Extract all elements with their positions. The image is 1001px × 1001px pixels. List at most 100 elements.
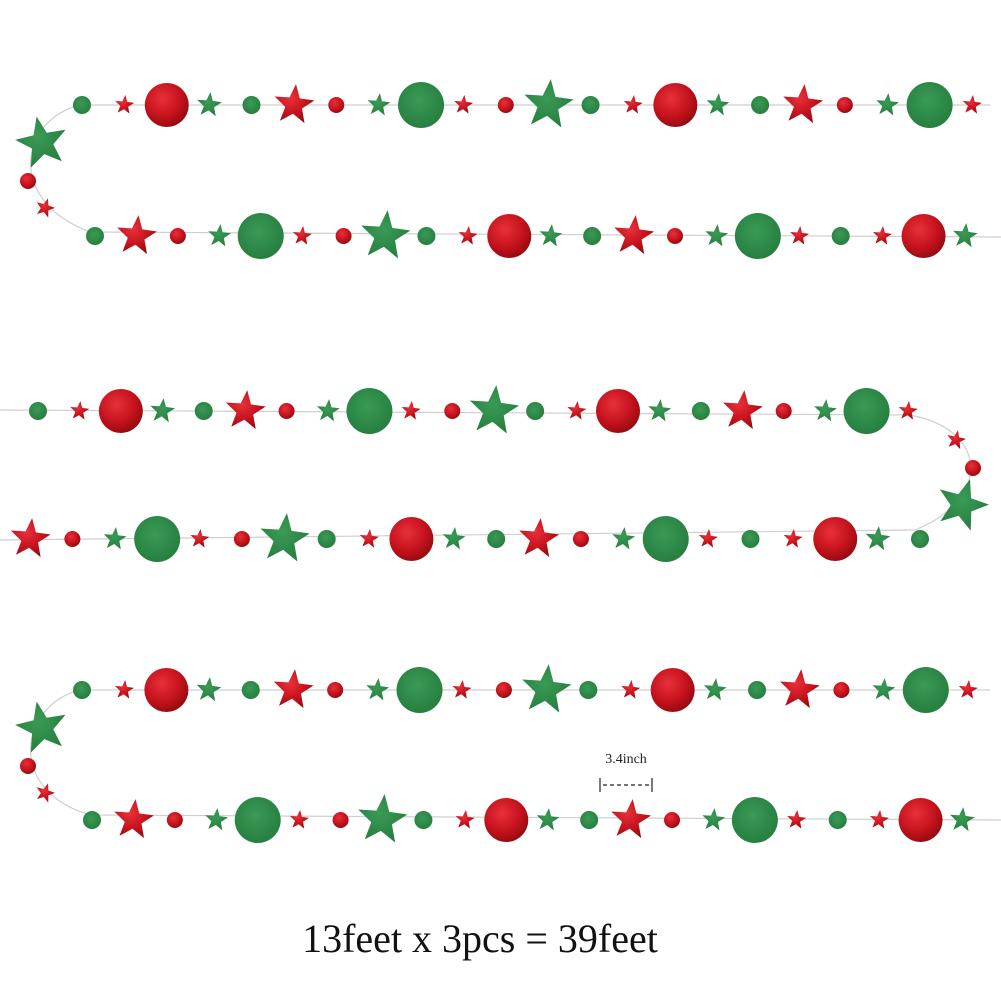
disc: [734, 213, 781, 259]
disc: [73, 681, 91, 699]
star: [455, 810, 475, 829]
disc: [144, 668, 189, 712]
disc: [98, 389, 143, 433]
disc: [414, 811, 433, 829]
disc: [398, 82, 445, 128]
garland-pieces: [10, 79, 989, 843]
star: [366, 678, 390, 701]
star: [273, 669, 314, 709]
star: [872, 678, 896, 701]
star: [536, 808, 560, 831]
star: [703, 678, 727, 701]
disc: [581, 96, 600, 114]
star: [190, 529, 210, 548]
star: [452, 680, 472, 699]
star: [458, 226, 478, 245]
disc: [691, 402, 710, 420]
star: [783, 84, 823, 124]
disc: [836, 97, 853, 113]
disc: [579, 681, 598, 699]
star: [260, 513, 310, 562]
disc: [29, 402, 47, 420]
star: [702, 808, 726, 831]
star: [469, 385, 520, 434]
star: [115, 95, 135, 114]
star: [103, 527, 127, 550]
star: [225, 390, 266, 430]
star: [36, 198, 55, 218]
star: [15, 116, 66, 168]
star: [962, 95, 982, 114]
star: [783, 529, 803, 548]
star: [947, 430, 966, 450]
disc: [335, 228, 352, 244]
disc: [346, 388, 393, 434]
disc: [495, 682, 512, 698]
star: [621, 680, 641, 699]
star: [614, 215, 655, 255]
star: [522, 664, 572, 713]
disc: [901, 214, 946, 258]
disc: [396, 667, 443, 713]
disc: [751, 96, 770, 114]
star: [524, 79, 574, 128]
disc: [327, 682, 344, 698]
caption: 13feet x 3pcs = 39feet: [302, 916, 658, 961]
disc: [234, 797, 281, 843]
disc: [194, 402, 213, 420]
star: [208, 224, 231, 247]
star: [274, 84, 315, 124]
disc: [831, 227, 850, 245]
star: [115, 680, 134, 699]
disc: [653, 83, 698, 127]
disc: [731, 797, 778, 843]
disc: [911, 530, 929, 548]
disc: [898, 798, 943, 842]
star: [814, 399, 837, 422]
disc: [843, 388, 890, 434]
star: [15, 701, 66, 753]
disc: [650, 668, 695, 712]
star: [361, 210, 411, 259]
disc: [241, 681, 260, 699]
disc: [664, 812, 680, 828]
star: [293, 226, 312, 245]
disc: [487, 214, 532, 258]
star: [317, 399, 340, 422]
disc: [906, 82, 953, 128]
disc: [484, 798, 529, 842]
star: [290, 810, 309, 829]
disc: [596, 389, 640, 433]
star: [780, 669, 820, 709]
disc: [169, 228, 186, 244]
star: [623, 95, 643, 114]
star: [359, 529, 379, 548]
disc: [828, 811, 847, 829]
disc: [242, 96, 261, 114]
star: [870, 810, 889, 829]
star: [205, 808, 228, 831]
star: [898, 401, 918, 420]
disc: [813, 517, 858, 561]
disc: [134, 516, 181, 562]
star: [790, 226, 810, 245]
star: [150, 398, 175, 423]
star: [939, 479, 989, 531]
star: [723, 390, 763, 430]
star: [196, 677, 222, 702]
disc: [73, 96, 91, 114]
disc: [144, 83, 189, 127]
star: [876, 93, 899, 116]
disc: [497, 97, 514, 113]
disc: [20, 758, 36, 774]
star: [442, 527, 466, 550]
disc: [64, 531, 81, 547]
disc: [317, 530, 336, 548]
star: [36, 783, 55, 803]
star: [117, 215, 157, 255]
star: [787, 810, 807, 829]
star: [358, 794, 408, 843]
star: [197, 92, 222, 117]
